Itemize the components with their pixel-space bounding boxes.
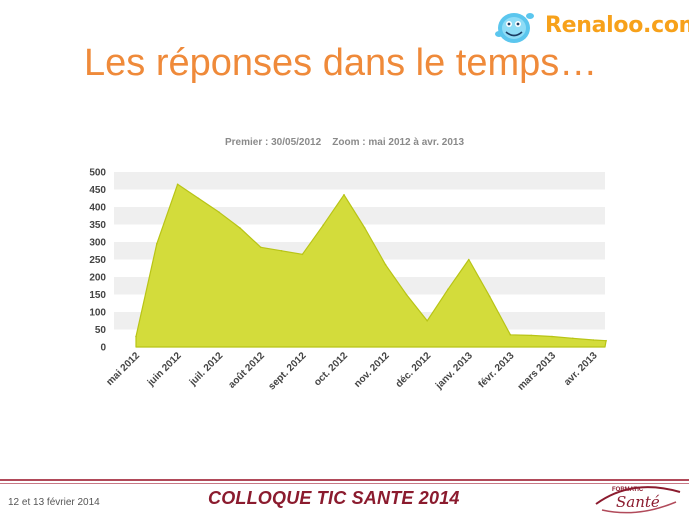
formatic-logo-big-text: Santé (616, 493, 660, 511)
data-point (280, 250, 283, 252)
data-point (384, 264, 387, 266)
y-tick-label: 0 (100, 343, 106, 354)
renaloo-logo-icon (495, 13, 534, 43)
data-point (426, 320, 429, 322)
data-point (135, 335, 137, 338)
data-point (239, 227, 241, 229)
x-tick-label: févr. 2013 (476, 350, 516, 390)
footer-title: COLLOQUE TIC SANTE 2014 (208, 488, 460, 508)
footer-divider (0, 479, 689, 481)
chart-subtitle: Premier : 30/05/2012 Zoom : mai 2012 à a… (224, 137, 465, 148)
footer-divider-thin (0, 483, 689, 484)
data-point (260, 246, 262, 249)
data-point (364, 227, 366, 229)
y-tick-label: 200 (89, 273, 106, 284)
data-point (488, 295, 491, 298)
y-tick-label: 100 (89, 308, 106, 319)
data-point (447, 288, 449, 291)
x-tick-label: mars 2013 (516, 350, 559, 393)
y-tick-label: 300 (89, 238, 106, 249)
y-tick-label: 350 (89, 220, 106, 231)
x-tick-label: déc. 2012 (394, 350, 434, 390)
x-tick-label: sept. 2012 (267, 350, 309, 392)
data-point (218, 211, 220, 214)
data-point (605, 339, 607, 342)
x-tick-label: mai 2012 (104, 350, 142, 388)
x-tick-label: oct. 2012 (312, 350, 350, 388)
y-tick-label: 450 (89, 185, 106, 196)
x-tick-label: juin 2012 (145, 350, 184, 389)
y-tick-label: 400 (89, 203, 106, 214)
plot-band (114, 172, 605, 190)
x-tick-label: août 2012 (227, 350, 268, 391)
data-point (592, 339, 595, 341)
x-tick-label: avr. 2013 (562, 350, 600, 388)
data-point (343, 194, 345, 196)
y-tick-label: 500 (89, 168, 106, 179)
formatic-sante-logo-icon (595, 486, 681, 514)
data-point (468, 258, 470, 261)
x-tick-label: janv. 2013 (433, 350, 475, 392)
data-point (156, 243, 158, 245)
data-point (530, 334, 532, 337)
y-tick-label: 250 (89, 255, 106, 266)
data-point (572, 337, 574, 340)
data-point (301, 253, 304, 256)
logo-text: Renaloo.com (545, 13, 689, 38)
data-point (509, 334, 512, 336)
footer-date: 12 et 13 février 2014 (8, 497, 100, 508)
x-tick-label: juil. 2012 (187, 350, 226, 389)
x-tick-label: nov. 2012 (352, 350, 392, 390)
data-point (551, 335, 553, 338)
data-point (197, 197, 200, 200)
data-point (322, 224, 325, 226)
slide-title: Les réponses dans le temps… (84, 42, 598, 84)
y-tick-label: 50 (95, 325, 107, 336)
plot-band (114, 207, 605, 225)
data-point (176, 183, 179, 186)
formatic-logo-small-text: FORMATIC (612, 487, 644, 493)
data-point (405, 293, 408, 296)
y-tick-label: 150 (89, 290, 106, 301)
